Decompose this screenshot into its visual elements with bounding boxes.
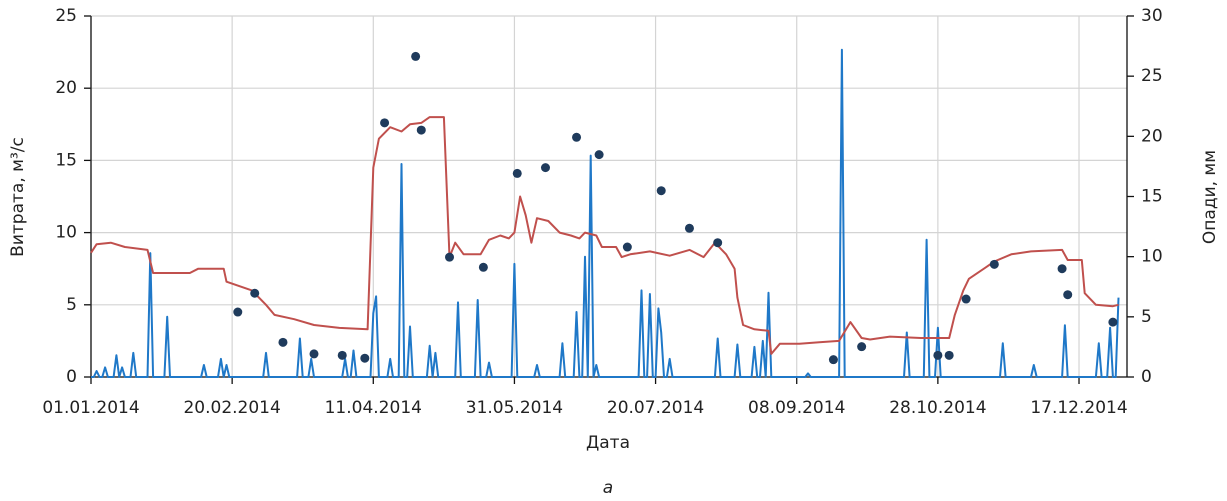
y2-tick-label: 0 — [1141, 367, 1152, 387]
y2-tick-label: 25 — [1141, 66, 1163, 86]
data-point — [713, 238, 723, 248]
data-point — [478, 262, 488, 272]
x-tick-label: 01.01.2014 — [42, 398, 139, 418]
data-point — [233, 307, 243, 317]
y-axis-label: Витрата, м³/с — [8, 137, 28, 257]
y2-tick-label: 15 — [1141, 187, 1163, 207]
y-tick-label: 10 — [55, 223, 77, 243]
series-line — [90, 116, 1119, 355]
y-tick-label: 0 — [66, 367, 77, 387]
y-tick-label: 25 — [55, 6, 77, 26]
data-point — [416, 125, 426, 135]
y2-tick-label: 30 — [1141, 6, 1163, 26]
data-point — [622, 242, 632, 252]
data-point — [594, 150, 604, 160]
data-point — [278, 337, 288, 347]
x-axis-label: Дата — [586, 433, 630, 453]
data-point — [572, 132, 582, 142]
y-tick-label: 5 — [66, 295, 77, 315]
data-point — [411, 51, 421, 61]
data-point — [445, 252, 455, 262]
data-point — [512, 168, 522, 178]
x-tick-label: 17.12.2014 — [1030, 398, 1127, 418]
x-tick-label: 20.07.2014 — [607, 398, 704, 418]
y-tick-label: 15 — [55, 150, 77, 170]
data-point — [360, 353, 370, 363]
y2-tick-label: 5 — [1141, 307, 1152, 327]
data-point — [828, 355, 838, 365]
data-point — [250, 288, 260, 298]
data-point — [309, 349, 319, 359]
x-tick-label: 20.02.2014 — [183, 398, 280, 418]
y2-axis-label: Опади, мм — [1200, 150, 1220, 244]
x-tick-label: 11.04.2014 — [325, 398, 422, 418]
data-point — [944, 350, 954, 360]
data-point — [857, 342, 867, 352]
data-point — [961, 294, 971, 304]
y2-tick-label: 10 — [1141, 247, 1163, 267]
data-point — [1063, 290, 1073, 300]
data-point — [989, 259, 999, 269]
data-point — [337, 350, 347, 360]
y-tick-label: 20 — [55, 78, 77, 98]
x-tick-label: 28.10.2014 — [889, 398, 986, 418]
y2-tick-label: 20 — [1141, 126, 1163, 146]
data-point — [1057, 264, 1067, 274]
data-point — [656, 186, 666, 196]
data-point — [1108, 317, 1118, 327]
data-point — [380, 118, 390, 128]
data-point — [684, 223, 694, 233]
x-tick-label: 08.09.2014 — [748, 398, 845, 418]
caption: а — [603, 478, 613, 498]
x-tick-label: 31.05.2014 — [466, 398, 563, 418]
data-point — [933, 350, 943, 360]
data-point — [540, 163, 550, 173]
series-line — [91, 48, 1120, 378]
